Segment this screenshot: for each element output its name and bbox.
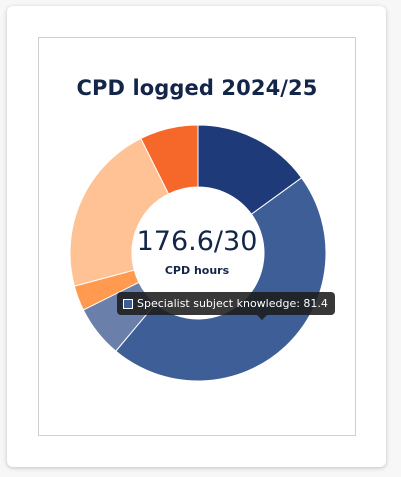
tooltip-text: Specialist subject knowledge: 81.4 [137,297,328,310]
slice-tooltip: Specialist subject knowledge: 81.4 [117,292,335,320]
donut-chart [69,124,327,382]
chart-panel: CPD logged 2024/25 176.6/30 CPD hours Sp… [38,37,356,436]
donut-slice-2[interactable] [115,177,327,382]
center-value: 176.6/30 [136,226,258,257]
chart-card: CPD logged 2024/25 176.6/30 CPD hours Sp… [7,6,386,467]
chart-title: CPD logged 2024/25 [76,76,318,100]
tooltip-swatch [123,298,133,309]
donut-slice-5[interactable] [69,137,170,287]
donut-slice-6[interactable] [140,124,199,195]
center-label: CPD hours [164,264,230,277]
